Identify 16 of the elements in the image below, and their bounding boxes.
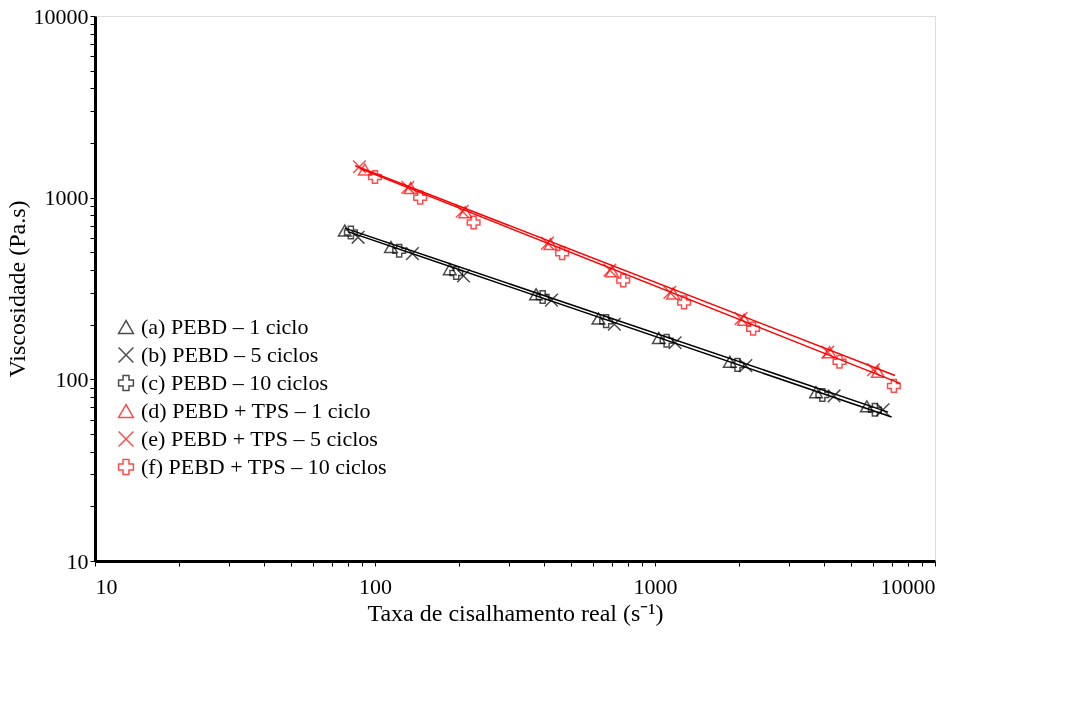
y-tick-label: 10000 (33, 3, 89, 29)
y-tick-label: 100 (55, 366, 89, 392)
y-tick-label: 1000 (44, 185, 89, 211)
legend-label: (c) PEBD – 10 ciclos (141, 370, 328, 395)
x-tick-label: 1000 (633, 573, 678, 599)
legend-label: (e) PEBD + TPS – 5 ciclos (141, 426, 378, 451)
x-tick-label: 100 (359, 573, 392, 599)
legend-label: (a) PEBD – 1 ciclo (141, 314, 309, 339)
x-tick-label: 10 (95, 573, 118, 599)
x-axis-title: Taxa de cisalhamento real (s⁻¹) (367, 599, 664, 626)
legend-label: (f) PEBD + TPS – 10 ciclos (141, 454, 387, 479)
legend-label: (d) PEBD + TPS – 1 ciclo (141, 398, 371, 423)
y-axis-title: Viscosidade (Pa.s) (3, 200, 30, 378)
y-tick-label: 10 (66, 548, 89, 574)
legend-label: (b) PEBD – 5 ciclos (141, 342, 319, 367)
x-tick-label: 10000 (880, 573, 936, 599)
